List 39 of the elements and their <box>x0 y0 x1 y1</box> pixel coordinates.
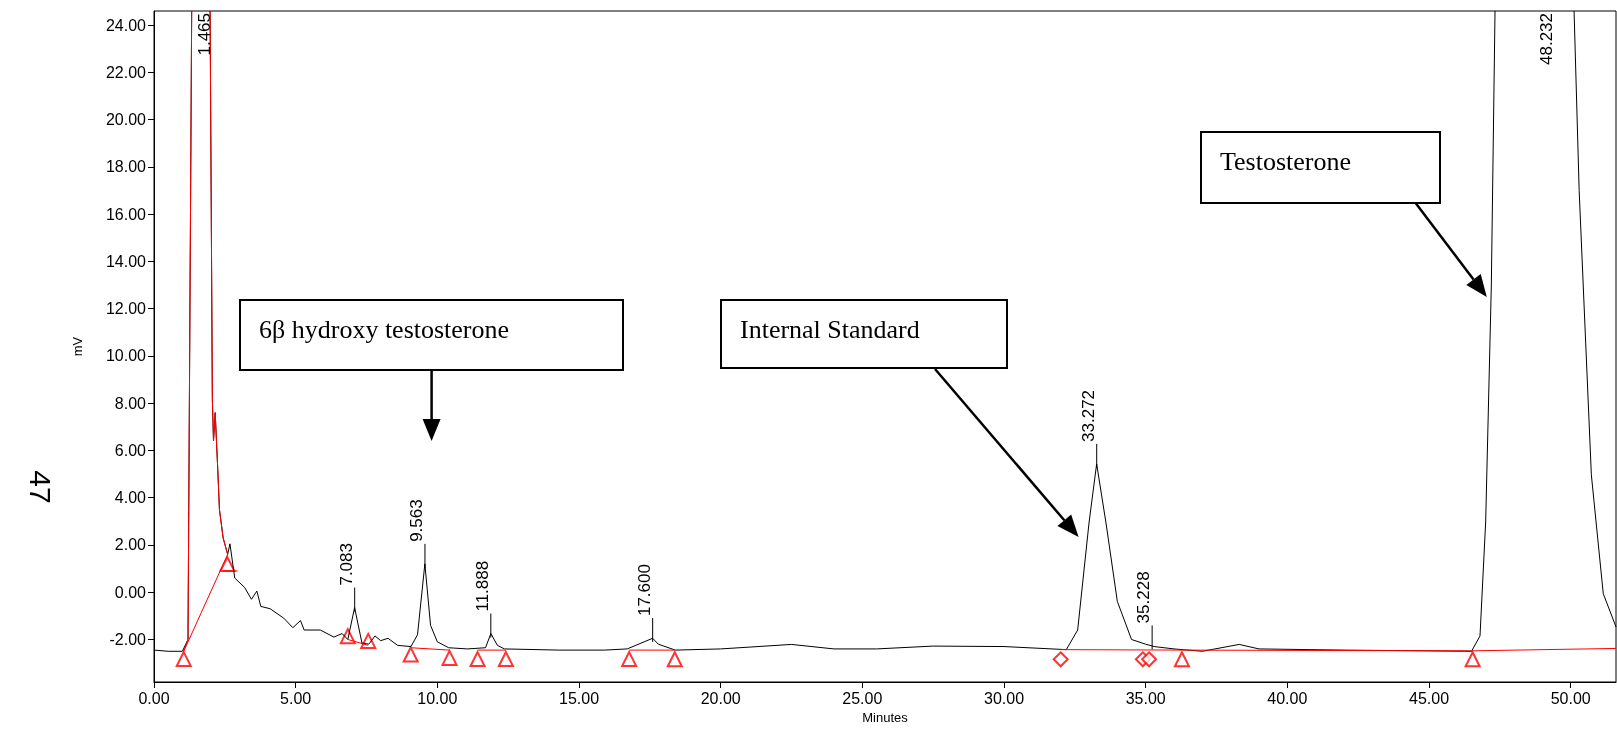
x-tick-label: 10.00 <box>417 689 458 707</box>
x-tick-label: 45.00 <box>1408 689 1450 707</box>
y-tick-label: 22.00 <box>105 63 147 81</box>
text: 47 <box>23 470 57 504</box>
annotation: 1.465 <box>194 13 214 56</box>
x-axis-title: Minutes <box>862 709 909 725</box>
y-tick-label: 8.00 <box>114 394 147 412</box>
y-tick-label: 12.00 <box>105 300 147 318</box>
y-tick-label: 6.00 <box>114 441 147 459</box>
x-tick-label: 15.00 <box>558 689 600 707</box>
y-tick-label: 4.00 <box>114 489 147 507</box>
y-axis-title: mV <box>70 336 85 357</box>
y-tick-label: 10.00 <box>105 347 147 365</box>
annotation: 7.083 <box>336 543 356 586</box>
annotation: 48.232 <box>1536 13 1556 65</box>
x-tick-label: 40.00 <box>1267 689 1308 707</box>
y-tick-label: 24.00 <box>105 16 147 34</box>
annotation: 9.563 <box>406 499 426 542</box>
y-tick-label: 16.00 <box>105 205 147 223</box>
annotation: Internal Standard <box>720 299 1008 369</box>
y-tick-label: 2.00 <box>114 536 147 554</box>
y-tick-label: 14.00 <box>105 252 147 270</box>
x-tick-label: 35.00 <box>1125 689 1166 707</box>
y-tick-label: 18.00 <box>105 158 147 176</box>
x-tick-label: 25.00 <box>842 689 883 707</box>
x-tick-label: 5.00 <box>280 689 312 707</box>
x-tick-label: 20.00 <box>700 689 741 707</box>
annotation: 11.888 <box>472 560 492 612</box>
annotation: Testosterone <box>1200 131 1441 204</box>
y-tick-label: -2.00 <box>109 630 147 648</box>
y-tick-label: 20.00 <box>105 111 147 129</box>
annotation: 17.600 <box>634 564 654 617</box>
annotation: 33.272 <box>1078 389 1098 442</box>
x-tick-label: 50.00 <box>1550 689 1591 707</box>
x-tick-label: 0.00 <box>138 689 170 707</box>
annotation: 35.228 <box>1134 571 1154 624</box>
x-tick-label: 30.00 <box>983 689 1025 707</box>
y-tick-label: 0.00 <box>114 583 147 601</box>
annotation: 6β hydroxy testosterone <box>239 299 624 371</box>
